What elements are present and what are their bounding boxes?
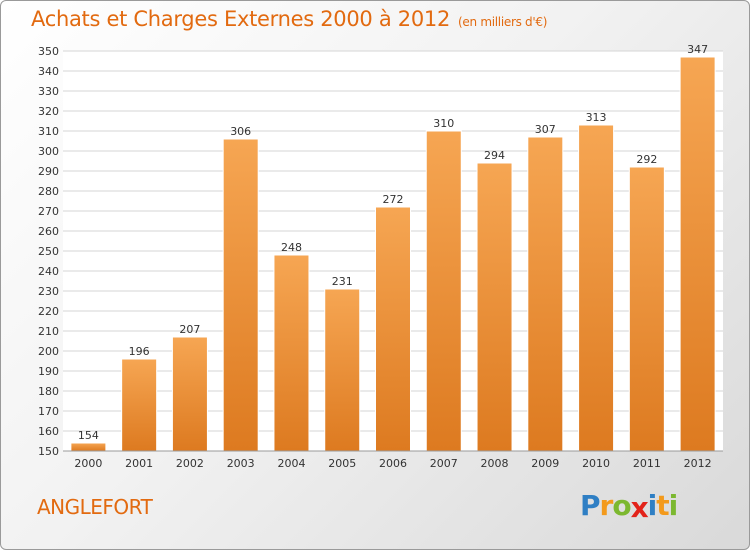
- logo-letter: o: [612, 489, 631, 522]
- x-tick-label: 2006: [379, 457, 407, 470]
- x-axis-tick-labels: 2000 2001 2002 2003 2004 2005 2006 2007 2008 2009…: [74, 457, 711, 470]
- x-tick-label: 2000: [74, 457, 102, 470]
- logo-letter: x: [630, 491, 649, 524]
- x-tick-label: 2004: [277, 457, 305, 470]
- y-axis-tick-labels: 150 160 170 180 190 200 210 220 230 240 250 260 270 2…: [38, 45, 59, 458]
- y-tick-label: 310: [38, 125, 59, 138]
- data-label: 292: [636, 153, 657, 166]
- y-tick-label: 350: [38, 45, 59, 58]
- y-tick-label: 180: [38, 385, 59, 398]
- data-labels: 154 196 207 306 248 231 272 310 294 307 313 292 347: [78, 43, 708, 442]
- data-label: 207: [179, 323, 200, 336]
- bar-2002: [171, 336, 208, 452]
- x-tick-label: 2011: [633, 457, 661, 470]
- y-tick-label: 270: [38, 205, 59, 218]
- bar-2001: [121, 358, 158, 452]
- bar-2006: [375, 206, 411, 452]
- bars: [70, 56, 716, 452]
- y-tick-label: 220: [38, 305, 59, 318]
- y-tick-label: 210: [38, 325, 59, 338]
- y-tick-label: 200: [38, 345, 59, 358]
- x-tick-label: 2010: [582, 457, 610, 470]
- y-tick-label: 150: [38, 445, 59, 458]
- chart-subtitle: (en milliers d'€): [458, 15, 548, 29]
- bar-2009: [527, 136, 564, 452]
- y-tick-label: 260: [38, 225, 59, 238]
- bar-2011: [628, 166, 665, 452]
- bar-2008: [476, 162, 513, 452]
- chart-title: Achats et Charges Externes 2000 à 2012 (e…: [31, 7, 547, 31]
- x-tick-label: 2001: [125, 457, 153, 470]
- x-tick-label: 2002: [176, 457, 204, 470]
- x-tick-label: 2012: [684, 457, 712, 470]
- y-tick-label: 250: [38, 245, 59, 258]
- y-tick-label: 300: [38, 145, 59, 158]
- y-tick-label: 190: [38, 365, 59, 378]
- data-label: 310: [433, 117, 454, 130]
- x-tick-label: 2009: [531, 457, 559, 470]
- data-label: 272: [383, 193, 404, 206]
- x-tick-label: 2008: [481, 457, 509, 470]
- data-label: 294: [484, 149, 505, 162]
- logo-letter: i: [668, 489, 679, 522]
- chart-title-text: Achats et Charges Externes 2000 à 2012: [31, 7, 451, 31]
- x-tick-label: 2005: [328, 457, 356, 470]
- y-tick-label: 340: [38, 65, 59, 78]
- y-tick-label: 280: [38, 185, 59, 198]
- logo-letter: t: [656, 489, 669, 522]
- y-tick-label: 240: [38, 265, 59, 278]
- y-tick-label: 230: [38, 285, 59, 298]
- data-label: 307: [535, 123, 556, 136]
- bar-2010: [578, 124, 615, 452]
- bar-2004: [273, 254, 310, 452]
- data-label: 231: [332, 275, 353, 288]
- x-tick-label: 2003: [227, 457, 255, 470]
- data-label: 154: [78, 429, 99, 442]
- data-label: 313: [586, 111, 607, 124]
- bar-2000: [70, 442, 107, 452]
- proxiti-logo: Proxiti: [580, 489, 679, 524]
- bar-2003: [222, 138, 259, 452]
- data-label: 248: [281, 241, 302, 254]
- data-label: 306: [230, 125, 251, 138]
- logo-letter: i: [647, 489, 658, 522]
- x-tick-label: 2007: [430, 457, 458, 470]
- data-label: 196: [129, 345, 150, 358]
- data-label: 347: [687, 43, 708, 56]
- location-name: ANGLEFORT: [37, 495, 153, 519]
- bar-2005: [324, 288, 361, 452]
- y-tick-label: 290: [38, 165, 59, 178]
- y-tick-label: 330: [38, 85, 59, 98]
- logo-letter: P: [580, 489, 601, 522]
- bar-2012: [679, 56, 716, 452]
- y-tick-label: 320: [38, 105, 59, 118]
- y-tick-label: 160: [38, 425, 59, 438]
- logo-letter: r: [599, 489, 614, 522]
- bar-2007: [425, 130, 462, 452]
- y-tick-label: 170: [38, 405, 59, 418]
